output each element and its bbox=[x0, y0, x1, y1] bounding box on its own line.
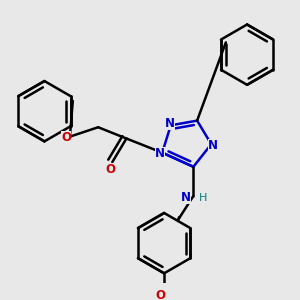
Text: H: H bbox=[199, 193, 207, 203]
Text: O: O bbox=[105, 163, 116, 176]
Text: O: O bbox=[61, 131, 71, 144]
Text: N: N bbox=[181, 191, 191, 204]
Text: N: N bbox=[165, 117, 175, 130]
Text: N: N bbox=[208, 139, 218, 152]
Text: O: O bbox=[155, 290, 165, 300]
Text: N: N bbox=[155, 147, 165, 160]
